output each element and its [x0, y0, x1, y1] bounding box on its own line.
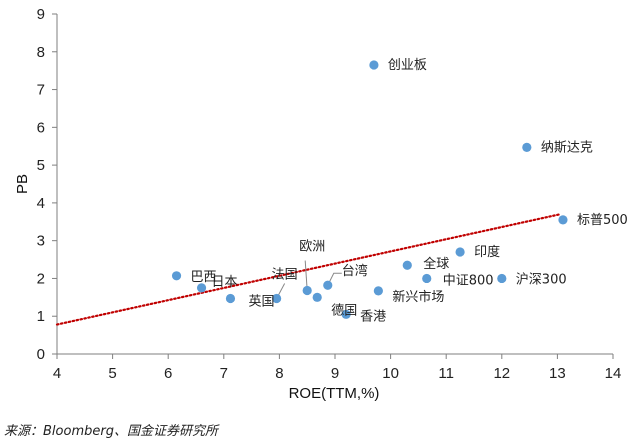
label-leader-line: [304, 260, 308, 291]
x-tick-label: 14: [605, 365, 622, 382]
point-label: 法国: [272, 267, 298, 282]
trendline: [55, 213, 562, 326]
point-label: 巴西: [191, 270, 217, 285]
x-tick-label: 11: [438, 365, 454, 382]
point-label: 纳斯达克: [541, 140, 593, 155]
y-tick-label: 8: [37, 44, 45, 61]
y-tick-label: 7: [37, 82, 45, 99]
y-tick-label: 1: [37, 308, 45, 325]
point-label: 日本: [212, 275, 238, 290]
y-tick-label: 5: [37, 157, 45, 174]
x-axis-title: ROE(TTM,%): [289, 385, 380, 402]
data-point: [196, 283, 207, 293]
point-label: 全球: [423, 256, 449, 272]
trendline-group: [55, 213, 562, 326]
x-tick-label: 9: [331, 365, 339, 382]
y-tick-label: 4: [37, 195, 45, 212]
x-tick-label: 12: [493, 365, 510, 382]
point-label: 中证800: [443, 273, 494, 288]
point-label: 新兴市场: [392, 289, 444, 305]
data-point: [341, 309, 351, 319]
point-label: 欧洲: [299, 240, 325, 255]
point-label: 印度: [474, 244, 500, 260]
data-point: [312, 292, 322, 302]
data-point: [369, 60, 379, 70]
source-note: 来源：Bloomberg、国金证券研究所: [4, 424, 218, 439]
data-point: [558, 215, 568, 225]
x-tick-label: 7: [220, 365, 228, 382]
y-tick-label: 3: [37, 233, 45, 250]
x-tick-label: 13: [549, 365, 566, 382]
data-point: [302, 285, 312, 296]
data-point: [497, 273, 507, 284]
data-point: [323, 280, 333, 290]
x-tick-label: 8: [275, 365, 283, 382]
data-point: [225, 293, 236, 304]
x-tick-label: 6: [164, 365, 172, 382]
point-label: 英国: [248, 294, 274, 309]
data-point: [422, 273, 432, 284]
x-tick-label: 5: [108, 365, 116, 382]
y-axis-title: PB: [14, 174, 31, 194]
data-point: [402, 260, 412, 270]
data-points: [171, 60, 568, 319]
point-label: 台湾: [342, 263, 368, 279]
point-label: 标普500: [577, 213, 628, 228]
data-point: [522, 142, 532, 152]
point-label: 德国: [331, 303, 357, 318]
point-label: 沪深300: [516, 271, 567, 287]
y-tick-label: 9: [37, 6, 45, 23]
y-tick-label: 2: [37, 270, 45, 287]
point-label: 创业板: [388, 58, 427, 73]
data-point: [373, 286, 383, 296]
point-label: 香港: [360, 309, 386, 324]
x-tick-label: 10: [382, 365, 399, 382]
data-point: [171, 271, 182, 281]
data-point: [272, 293, 282, 304]
x-tick-label: 4: [53, 365, 61, 382]
y-tick-label: 0: [37, 346, 45, 363]
y-tick-label: 6: [37, 119, 45, 136]
data-point: [455, 247, 465, 257]
